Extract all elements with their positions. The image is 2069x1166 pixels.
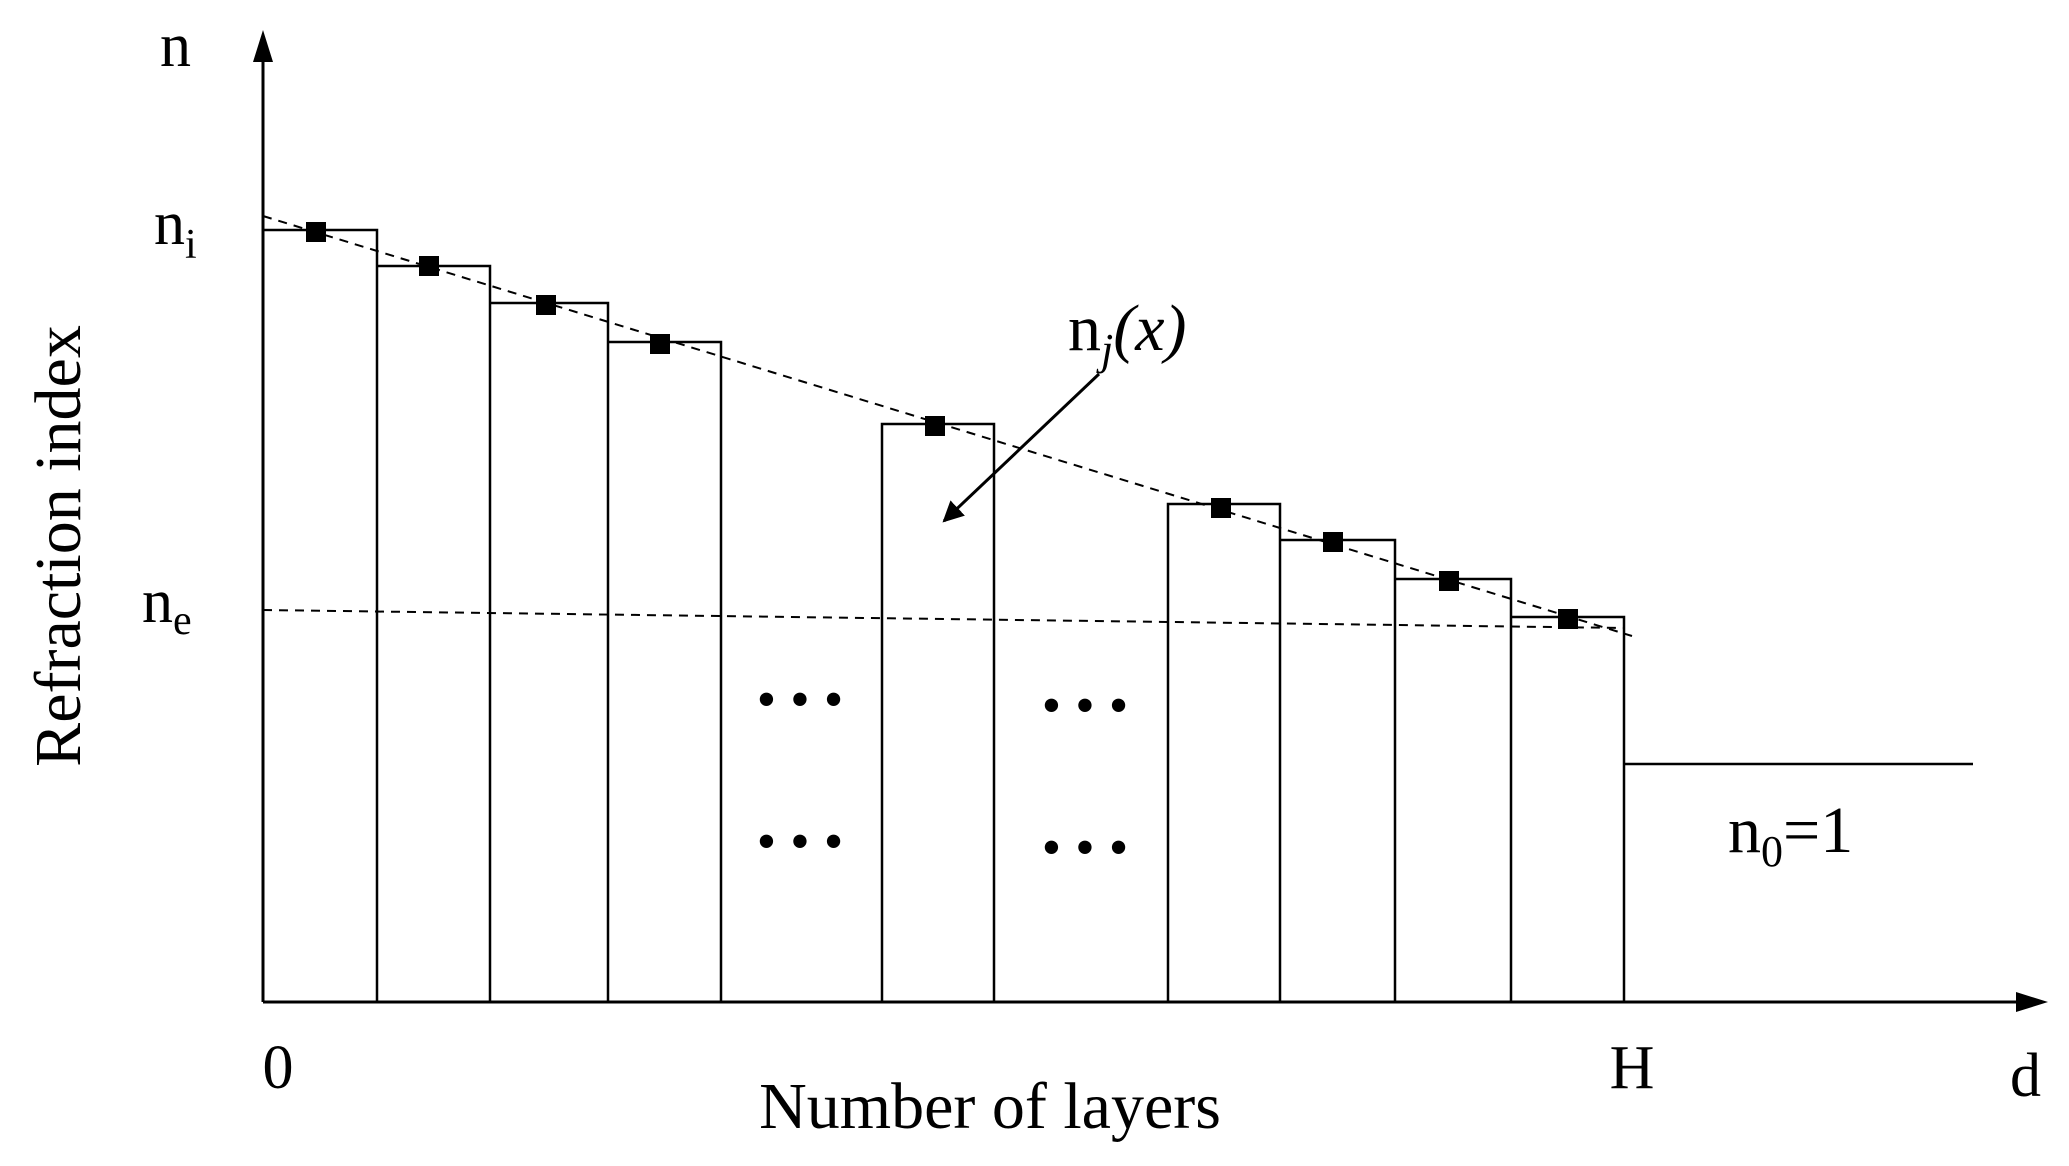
sample-marker	[419, 256, 439, 276]
x-origin-label: 0	[263, 1034, 294, 1102]
ellipsis-left-lower: • • •	[757, 811, 844, 873]
x-end-label: H	[1610, 1034, 1655, 1102]
n-i-label: ni	[154, 190, 197, 268]
x-axis-arrow	[2016, 992, 2048, 1012]
n-j-label: nj(x)	[1068, 292, 1187, 374]
sample-marker	[536, 295, 556, 315]
ellipsis-right-lower: • • •	[1042, 817, 1129, 879]
sample-marker	[1558, 609, 1578, 629]
sample-marker	[1323, 532, 1343, 552]
sample-marker	[650, 334, 670, 354]
n-e-dashed-line	[262, 609, 1625, 629]
n-e-label: ne	[142, 568, 192, 644]
gradient-dashed-line	[262, 215, 1633, 637]
layer-middle	[880, 422, 996, 1002]
x-axis-letter: d	[2010, 1042, 2041, 1110]
sample-marker	[1211, 498, 1231, 518]
y-axis-label: Refraction index	[22, 325, 95, 767]
ellipsis-right-upper: • • •	[1042, 675, 1129, 737]
sample-marker	[925, 416, 945, 436]
sample-marker	[306, 222, 326, 242]
y-axis-letter: n	[160, 12, 191, 80]
sample-markers	[306, 222, 1578, 629]
n-0-label: n0=1	[1728, 794, 1853, 876]
n-j-pointer-arrow	[942, 372, 1101, 523]
ellipsis-left-upper: • • •	[757, 669, 844, 731]
sample-marker	[1439, 571, 1459, 591]
layer-group-left	[263, 228, 723, 1002]
layer-group-right	[1166, 502, 1626, 1002]
x-axis-label: Number of layers	[759, 1070, 1221, 1143]
y-axis-arrow	[253, 30, 273, 62]
